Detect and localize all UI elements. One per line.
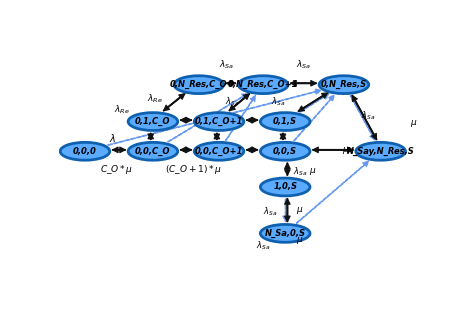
Ellipse shape [238, 76, 288, 94]
FancyArrowPatch shape [291, 80, 316, 86]
FancyArrowPatch shape [108, 89, 321, 146]
Text: 0,N_Res,C_O: 0,N_Res,C_O [170, 80, 228, 89]
FancyArrowPatch shape [181, 117, 191, 123]
Text: 0,1,S: 0,1,S [273, 117, 297, 126]
Text: $\mu$: $\mu$ [296, 205, 303, 216]
FancyArrowPatch shape [246, 147, 257, 153]
Text: $\lambda_{Sa}$: $\lambda_{Sa}$ [293, 165, 307, 178]
Text: $\lambda_{Sa}$: $\lambda_{Sa}$ [256, 239, 270, 252]
Ellipse shape [174, 76, 224, 94]
FancyArrowPatch shape [246, 117, 257, 123]
FancyArrowPatch shape [284, 163, 290, 175]
Text: 0,N_Res,C_O+1: 0,N_Res,C_O+1 [228, 80, 298, 89]
Ellipse shape [260, 112, 310, 130]
Text: $\lambda_{Re}$: $\lambda_{Re}$ [147, 92, 163, 105]
Ellipse shape [319, 76, 369, 94]
Text: $\lambda$: $\lambda$ [109, 132, 116, 144]
FancyArrowPatch shape [350, 95, 375, 140]
FancyArrowPatch shape [112, 147, 125, 153]
FancyArrowPatch shape [246, 117, 257, 123]
FancyArrowPatch shape [227, 80, 236, 86]
Text: $\lambda_{Sa}$: $\lambda_{Sa}$ [219, 58, 234, 71]
FancyArrowPatch shape [227, 80, 236, 86]
FancyArrowPatch shape [167, 94, 248, 142]
Ellipse shape [260, 224, 310, 242]
Ellipse shape [194, 142, 244, 160]
FancyArrowPatch shape [296, 161, 369, 223]
Text: 0,0,C_O: 0,0,C_O [135, 147, 171, 156]
FancyArrowPatch shape [298, 93, 328, 111]
Text: $\lambda_{Sa}$: $\lambda_{Sa}$ [271, 95, 285, 108]
FancyArrowPatch shape [283, 199, 288, 222]
FancyArrowPatch shape [112, 147, 125, 153]
FancyArrowPatch shape [214, 133, 219, 140]
FancyArrowPatch shape [280, 133, 286, 140]
Text: 0,N_Res,S: 0,N_Res,S [321, 80, 367, 89]
Text: 0,0,S: 0,0,S [273, 147, 297, 156]
FancyArrowPatch shape [229, 94, 249, 111]
FancyArrowPatch shape [313, 147, 353, 153]
Text: 0,1,C_O+1: 0,1,C_O+1 [195, 117, 243, 126]
Text: 1,0,S: 1,0,S [273, 183, 297, 192]
FancyArrowPatch shape [352, 95, 377, 140]
FancyArrowPatch shape [284, 199, 290, 222]
Text: $\lambda_{Sa}$: $\lambda_{Sa}$ [296, 58, 311, 71]
Text: N_Say,N_Res,S: N_Say,N_Res,S [347, 147, 415, 156]
FancyArrowPatch shape [284, 163, 290, 175]
Ellipse shape [194, 112, 244, 130]
FancyArrowPatch shape [300, 94, 329, 112]
Text: 0,0,0: 0,0,0 [73, 147, 97, 156]
FancyArrowPatch shape [163, 94, 185, 111]
FancyArrowPatch shape [181, 147, 191, 153]
Text: 0,1,C_O: 0,1,C_O [135, 117, 171, 126]
Ellipse shape [260, 178, 310, 196]
Text: $\mu$: $\mu$ [342, 145, 349, 156]
FancyArrowPatch shape [214, 133, 219, 140]
Text: $\lambda_{Sa}$: $\lambda_{Sa}$ [361, 109, 375, 122]
Text: N_Sa,0,S: N_Sa,0,S [264, 229, 306, 238]
FancyArrowPatch shape [181, 117, 191, 123]
FancyArrowPatch shape [246, 147, 257, 153]
Text: $\mu$: $\mu$ [410, 118, 418, 129]
Text: $\lambda_{Sa}$: $\lambda_{Sa}$ [225, 95, 239, 108]
Ellipse shape [128, 112, 178, 130]
Text: $C\_O*\mu$: $C\_O*\mu$ [100, 163, 133, 176]
Text: $(C\_O+1)*\mu$: $(C\_O+1)*\mu$ [165, 163, 222, 176]
FancyArrowPatch shape [284, 199, 290, 222]
Text: $\lambda_{Sa}$: $\lambda_{Sa}$ [264, 206, 278, 218]
Ellipse shape [128, 142, 178, 160]
Text: $\mu$: $\mu$ [309, 166, 317, 177]
FancyArrowPatch shape [291, 80, 316, 86]
Text: $\lambda_{Re}$: $\lambda_{Re}$ [114, 104, 129, 116]
FancyArrowPatch shape [280, 133, 286, 140]
FancyArrowPatch shape [294, 95, 334, 141]
FancyArrowPatch shape [229, 94, 250, 111]
Ellipse shape [60, 142, 110, 160]
Text: 0,0,C_O+1: 0,0,C_O+1 [195, 147, 243, 156]
FancyArrowPatch shape [148, 133, 154, 140]
FancyArrowPatch shape [148, 133, 154, 140]
FancyArrowPatch shape [164, 93, 185, 111]
Text: $\mu$: $\mu$ [296, 235, 303, 246]
FancyArrowPatch shape [352, 95, 376, 140]
Ellipse shape [260, 142, 310, 160]
Ellipse shape [356, 142, 405, 160]
FancyArrowPatch shape [298, 93, 328, 112]
FancyArrowPatch shape [181, 147, 191, 153]
FancyArrowPatch shape [313, 147, 353, 153]
FancyArrowPatch shape [226, 95, 255, 140]
